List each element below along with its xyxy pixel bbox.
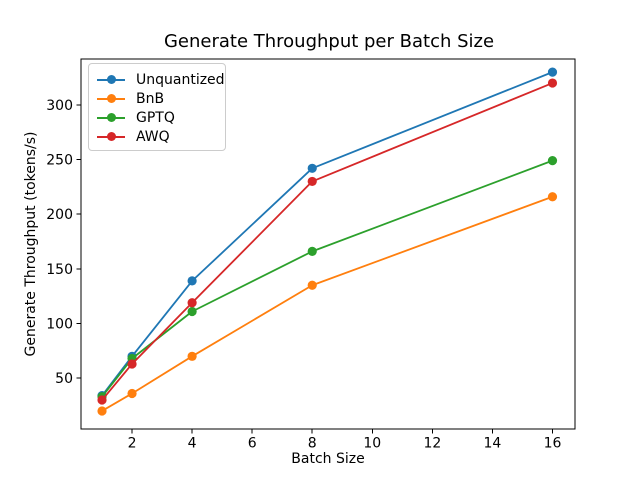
y-tick-label: 50: [55, 371, 73, 387]
data-point: [547, 78, 558, 88]
series-awq: [97, 78, 558, 405]
data-point: [307, 246, 317, 256]
data-point: [127, 388, 137, 399]
series-bnb: [97, 192, 558, 416]
awq-line-marker-icon: [97, 132, 125, 141]
legend-item-unquantized: Unquantized: [97, 70, 225, 89]
legend-label-bnb: BnB: [136, 90, 165, 107]
axis-ticks: 2 4 6 8 10 12 14 16 50 100 150 200 250 300: [46, 98, 561, 452]
data-point: [127, 359, 137, 369]
plot-border: [80, 58, 576, 430]
gptq-line-marker-icon: [97, 113, 125, 122]
x-tick-label: 16: [544, 436, 562, 452]
chart-title: Generate Throughput per Batch Size: [163, 31, 495, 52]
x-tick-label: 14: [484, 436, 502, 452]
legend-label-gptq: GPTQ: [136, 109, 175, 126]
data-point: [97, 406, 107, 416]
data-point: [187, 298, 197, 308]
x-tick-label: 12: [423, 436, 441, 452]
legend-item-bnb: BnB: [97, 89, 225, 108]
y-tick-label: 100: [46, 317, 73, 333]
legend: Unquantized BnB GPTQ AWQ: [88, 63, 226, 151]
data-point: [187, 276, 197, 286]
x-tick-label: 8: [308, 436, 317, 452]
legend-label-awq: AWQ: [136, 128, 170, 145]
x-tick-label: 4: [188, 436, 197, 452]
x-tick-label: 10: [363, 436, 381, 452]
data-point: [187, 306, 197, 317]
x-axis-label: Batch Size: [291, 451, 365, 467]
y-tick-label: 300: [46, 98, 73, 114]
series-gptq: [97, 156, 558, 402]
x-tick-label: 6: [248, 436, 257, 452]
legend-label-unquantized: Unquantized: [136, 71, 225, 88]
data-point: [97, 395, 107, 405]
bnb-line-marker-icon: [97, 94, 125, 103]
x-tick-label: 2: [128, 436, 137, 452]
data-point: [307, 163, 317, 173]
data-point: [307, 176, 317, 187]
data-point: [547, 192, 558, 202]
data-point: [187, 351, 197, 361]
legend-item-awq: AWQ: [97, 127, 225, 146]
data-point: [307, 280, 317, 290]
y-tick-label: 250: [46, 153, 73, 169]
legend-item-gptq: GPTQ: [97, 108, 225, 127]
y-tick-label: 150: [46, 262, 73, 278]
y-axis-label: Generate Throughput (tokens/s): [23, 131, 39, 357]
y-tick-label: 200: [46, 207, 73, 223]
data-point: [547, 156, 558, 166]
unquantized-line-marker-icon: [97, 75, 125, 84]
data-point: [547, 67, 558, 77]
